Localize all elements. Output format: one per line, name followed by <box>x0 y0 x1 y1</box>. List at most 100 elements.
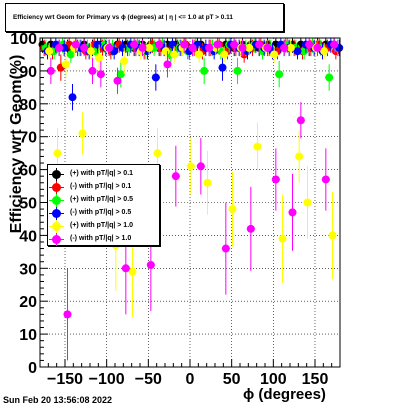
legend-label: (-) with pT/|q| > 0.5 <box>70 209 132 216</box>
data-point <box>200 66 209 75</box>
data-point <box>61 60 70 69</box>
data-point <box>205 43 214 52</box>
timestamp: Sun Feb 20 13:56:08 2022 <box>3 395 113 405</box>
y-tick-label: 90 <box>19 64 37 81</box>
data-point <box>196 162 205 171</box>
data-point <box>118 43 127 52</box>
data-point <box>121 264 130 273</box>
data-point <box>168 40 177 49</box>
y-tick-label: 80 <box>19 97 37 114</box>
legend-entry: (+) with pT/|q| > 0.5 <box>48 194 161 207</box>
data-point <box>53 149 62 158</box>
data-point <box>116 70 125 79</box>
data-point <box>233 66 242 75</box>
data-point <box>78 129 87 138</box>
data-point <box>146 261 155 270</box>
y-tick-label: 10 <box>19 327 37 344</box>
data-point <box>203 178 212 187</box>
data-point <box>113 76 122 85</box>
data-point <box>330 40 339 49</box>
data-point <box>221 244 230 253</box>
legend-marker-icon <box>49 233 64 246</box>
legend-label: (-) with pT/|q| > 0.1 <box>70 183 132 190</box>
x-axis-title: ϕ (degrees) <box>243 386 326 403</box>
legend-entry: (-) with pT/|q| > 0.5 <box>48 207 161 220</box>
legend-label: (+) with pT/|q| > 0.5 <box>70 196 134 203</box>
data-point <box>138 43 147 52</box>
x-tick-label: −100 <box>89 371 125 388</box>
data-point <box>246 224 255 233</box>
data-point <box>55 43 64 52</box>
y-tick-label: 40 <box>19 228 37 245</box>
data-point <box>320 47 329 56</box>
data-point <box>163 60 172 69</box>
data-point <box>325 73 334 82</box>
legend-marker-icon <box>49 181 64 194</box>
legend-entry: (-) with pT/|q| > 1.0 <box>48 233 161 246</box>
legend-marker-icon <box>49 168 64 181</box>
data-point <box>288 208 297 217</box>
y-tick-label: 70 <box>19 130 37 147</box>
y-axis-title: Efficiency wrt Geom(%) <box>8 54 25 234</box>
data-point <box>263 43 272 52</box>
data-point <box>275 70 284 79</box>
x-tick-label: 100 <box>260 371 287 388</box>
series-5 <box>46 38 339 361</box>
data-point <box>238 43 247 52</box>
data-point <box>220 50 229 59</box>
legend-label: (-) with pT/|q| > 1.0 <box>70 235 132 242</box>
data-point <box>245 43 254 52</box>
data-point <box>63 310 72 319</box>
y-tick-label: 20 <box>19 294 37 311</box>
data-point <box>253 142 262 151</box>
legend-entry: (-) with pT/|q| > 0.1 <box>48 181 161 194</box>
x-tick-label: 150 <box>302 371 329 388</box>
data-point <box>305 40 314 49</box>
data-point <box>93 40 102 49</box>
data-point <box>46 66 55 75</box>
data-point <box>271 175 280 184</box>
data-marks <box>38 38 344 361</box>
data-point <box>321 175 330 184</box>
data-point <box>95 53 104 62</box>
data-point <box>71 40 80 49</box>
data-point <box>161 47 170 56</box>
data-point <box>66 50 75 59</box>
legend-entry: (+) with pT/|q| > 0.1 <box>48 168 161 181</box>
x-tick-label: 0 <box>186 371 195 388</box>
data-point <box>218 63 227 72</box>
legend-entry: (+) with pT/|q| > 1.0 <box>48 220 161 233</box>
data-point <box>303 198 312 207</box>
data-point <box>155 40 164 49</box>
data-point <box>313 43 322 52</box>
y-tick-label: 30 <box>19 261 37 278</box>
legend-marker-icon <box>49 194 64 207</box>
data-point <box>45 47 54 56</box>
data-point <box>88 66 97 75</box>
data-point <box>195 50 204 59</box>
data-point <box>296 116 305 125</box>
data-point <box>170 50 179 59</box>
y-tick-label: 100 <box>10 31 37 48</box>
data-point <box>151 73 160 82</box>
data-point <box>270 50 279 59</box>
x-tick-label: −150 <box>47 371 83 388</box>
y-tick-label: 50 <box>19 196 37 213</box>
data-point <box>96 70 105 79</box>
data-point <box>80 43 89 52</box>
data-point <box>180 40 189 49</box>
legend: (+) with pT/|q| > 0.1 (-) with pT/|q| > 0… <box>47 164 160 246</box>
data-point <box>171 172 180 181</box>
data-point <box>295 152 304 161</box>
data-point <box>328 231 337 240</box>
data-point <box>130 40 139 49</box>
data-point <box>120 57 129 66</box>
legend-marker-icon <box>49 220 64 233</box>
data-point <box>255 40 264 49</box>
x-tick-label: −50 <box>135 371 162 388</box>
x-tick-label: 50 <box>223 371 241 388</box>
chart-title-box: Efficiency wrt Geom for Primary vs ϕ (de… <box>5 3 284 32</box>
legend-marker-icon <box>49 207 64 220</box>
data-point <box>153 149 162 158</box>
